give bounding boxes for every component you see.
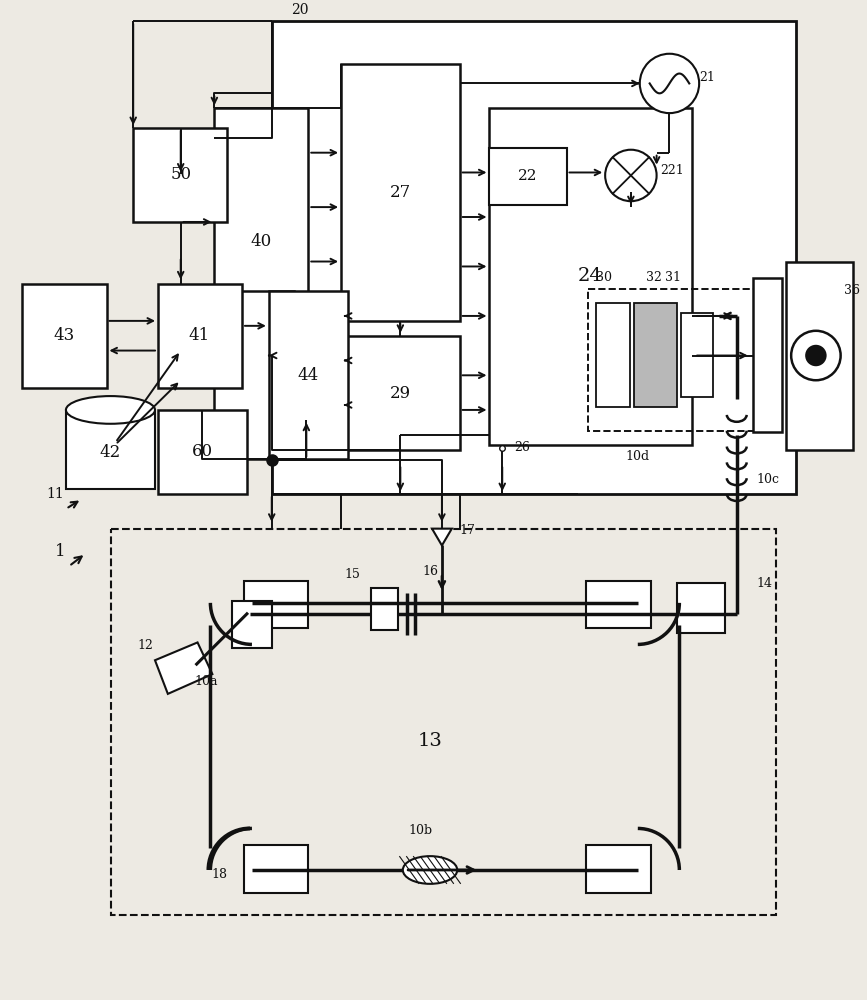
- Bar: [269, 291, 348, 459]
- Ellipse shape: [403, 856, 457, 884]
- Bar: [786, 262, 853, 450]
- Text: 221: 221: [661, 164, 684, 177]
- Bar: [232, 601, 271, 648]
- Bar: [489, 108, 692, 445]
- Bar: [112, 529, 776, 915]
- Bar: [23, 284, 107, 388]
- Text: 18: 18: [212, 868, 227, 881]
- Text: 11: 11: [46, 487, 64, 501]
- Bar: [371, 588, 398, 630]
- Bar: [214, 291, 294, 459]
- Text: 24: 24: [578, 267, 603, 285]
- Text: 50: 50: [170, 166, 192, 183]
- Text: 13: 13: [418, 732, 442, 750]
- Bar: [489, 148, 566, 205]
- Bar: [596, 303, 630, 407]
- Polygon shape: [155, 642, 212, 694]
- Text: 12: 12: [137, 639, 153, 652]
- Text: 42: 42: [100, 444, 121, 461]
- Text: 15: 15: [345, 568, 361, 581]
- Ellipse shape: [66, 396, 155, 424]
- Text: 36: 36: [844, 284, 859, 297]
- Text: 44: 44: [297, 367, 319, 384]
- Bar: [634, 303, 677, 407]
- Text: 16: 16: [422, 565, 438, 578]
- Text: 22: 22: [518, 169, 538, 183]
- Text: 26: 26: [514, 441, 530, 454]
- Bar: [586, 581, 650, 628]
- Bar: [753, 278, 782, 432]
- Text: 21: 21: [699, 71, 715, 84]
- Bar: [341, 336, 460, 450]
- Bar: [214, 108, 309, 375]
- Text: 60: 60: [192, 443, 213, 460]
- Text: 32: 32: [646, 271, 662, 284]
- Circle shape: [792, 331, 841, 380]
- Circle shape: [605, 150, 656, 201]
- Bar: [677, 583, 725, 633]
- Text: 10d: 10d: [626, 450, 650, 463]
- Text: 1: 1: [55, 543, 66, 560]
- Bar: [586, 845, 650, 893]
- Text: 41: 41: [189, 327, 210, 344]
- Bar: [589, 289, 754, 431]
- Bar: [341, 64, 460, 321]
- Text: 43: 43: [54, 327, 75, 344]
- Text: 30: 30: [596, 271, 612, 284]
- Text: 10c: 10c: [757, 473, 779, 486]
- Text: 14: 14: [757, 577, 772, 590]
- Circle shape: [640, 54, 699, 113]
- Bar: [271, 21, 796, 494]
- Text: 29: 29: [390, 385, 411, 402]
- Bar: [681, 313, 713, 397]
- Bar: [244, 845, 309, 893]
- Text: 27: 27: [390, 184, 411, 201]
- Bar: [244, 581, 309, 628]
- Text: 10b: 10b: [408, 824, 433, 837]
- Text: 20: 20: [291, 3, 309, 17]
- Text: 31: 31: [664, 271, 681, 284]
- Bar: [66, 410, 155, 489]
- Text: 40: 40: [251, 233, 271, 250]
- Bar: [158, 284, 242, 388]
- Polygon shape: [432, 529, 452, 545]
- Circle shape: [806, 346, 825, 365]
- Bar: [134, 128, 227, 222]
- Text: 10a: 10a: [194, 675, 218, 688]
- Text: 17: 17: [460, 524, 476, 537]
- Bar: [158, 410, 247, 494]
